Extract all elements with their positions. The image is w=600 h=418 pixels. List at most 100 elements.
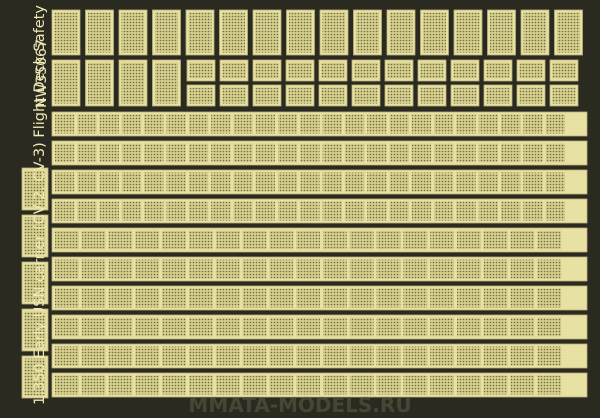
mesh — [215, 375, 240, 395]
mesh — [255, 114, 275, 134]
mesh — [478, 143, 498, 163]
mesh — [54, 62, 78, 104]
mesh — [483, 288, 508, 308]
mesh — [300, 114, 320, 134]
mesh — [552, 87, 576, 104]
mesh — [233, 143, 253, 163]
mesh — [188, 172, 209, 192]
mesh — [321, 62, 345, 79]
mesh — [323, 375, 347, 395]
mesh — [215, 259, 240, 279]
mesh — [81, 317, 106, 337]
mesh — [242, 230, 267, 250]
mesh — [77, 201, 97, 221]
mesh — [434, 201, 454, 221]
mesh — [411, 201, 432, 221]
mesh — [523, 143, 543, 163]
mesh — [242, 375, 267, 395]
mesh — [255, 172, 275, 192]
mesh — [456, 12, 480, 53]
mesh — [453, 62, 477, 79]
mesh — [344, 143, 365, 163]
mesh — [483, 346, 508, 366]
mesh — [376, 346, 401, 366]
mesh — [403, 230, 428, 250]
mesh — [420, 62, 444, 79]
mesh — [215, 346, 240, 366]
mesh — [434, 172, 454, 192]
mesh — [155, 12, 178, 53]
mesh — [411, 143, 432, 163]
mesh — [121, 12, 145, 53]
mesh — [215, 230, 240, 250]
mesh — [537, 230, 562, 250]
mesh — [144, 172, 164, 192]
mesh — [457, 317, 481, 337]
mesh — [278, 143, 298, 163]
mesh — [288, 87, 312, 104]
mesh — [356, 12, 379, 53]
watermark: MMATA-MODELS.RU — [188, 393, 411, 417]
mesh — [323, 288, 347, 308]
product-title: 1:350 Early USN carrier (CV-2, CV-3) Fli… — [32, 0, 48, 405]
mesh — [215, 288, 240, 308]
mesh — [55, 288, 79, 308]
mesh — [478, 201, 498, 221]
mesh — [552, 62, 576, 79]
mesh — [135, 375, 160, 395]
mesh — [242, 288, 267, 308]
mesh — [88, 12, 111, 53]
mesh — [81, 346, 106, 366]
mesh — [430, 259, 454, 279]
mesh — [278, 114, 298, 134]
mesh — [24, 264, 46, 302]
mesh — [121, 62, 145, 104]
mesh — [349, 230, 374, 250]
mesh — [349, 375, 374, 395]
mesh — [519, 87, 543, 104]
mesh — [55, 346, 79, 366]
mesh — [81, 259, 106, 279]
mesh — [55, 259, 79, 279]
mesh — [411, 172, 432, 192]
mesh — [537, 259, 562, 279]
mesh — [215, 317, 240, 337]
mesh — [349, 346, 374, 366]
mesh — [501, 201, 521, 221]
mesh — [233, 201, 253, 221]
mesh — [289, 12, 312, 53]
mesh — [456, 172, 476, 192]
mesh — [510, 375, 535, 395]
mesh — [242, 259, 267, 279]
mesh — [255, 143, 275, 163]
mesh — [189, 375, 213, 395]
mesh — [162, 259, 186, 279]
mesh — [81, 375, 106, 395]
mesh — [501, 114, 521, 134]
mesh — [81, 288, 106, 308]
mesh — [99, 143, 119, 163]
mesh — [367, 143, 387, 163]
mesh — [430, 375, 454, 395]
mesh — [121, 114, 142, 134]
mesh — [523, 114, 543, 134]
mesh — [510, 346, 535, 366]
mesh — [269, 317, 294, 337]
mesh — [121, 172, 142, 192]
mesh — [403, 375, 428, 395]
mesh — [54, 12, 78, 53]
mesh — [211, 114, 231, 134]
mesh — [121, 143, 142, 163]
mesh — [135, 288, 160, 308]
mesh — [108, 288, 133, 308]
mesh — [557, 12, 580, 53]
mesh — [537, 346, 562, 366]
mesh — [296, 317, 320, 337]
mesh — [242, 346, 267, 366]
mesh — [99, 114, 119, 134]
mesh — [537, 375, 562, 395]
mesh — [211, 172, 231, 192]
mesh — [162, 375, 186, 395]
mesh — [189, 87, 213, 104]
mesh — [457, 259, 481, 279]
